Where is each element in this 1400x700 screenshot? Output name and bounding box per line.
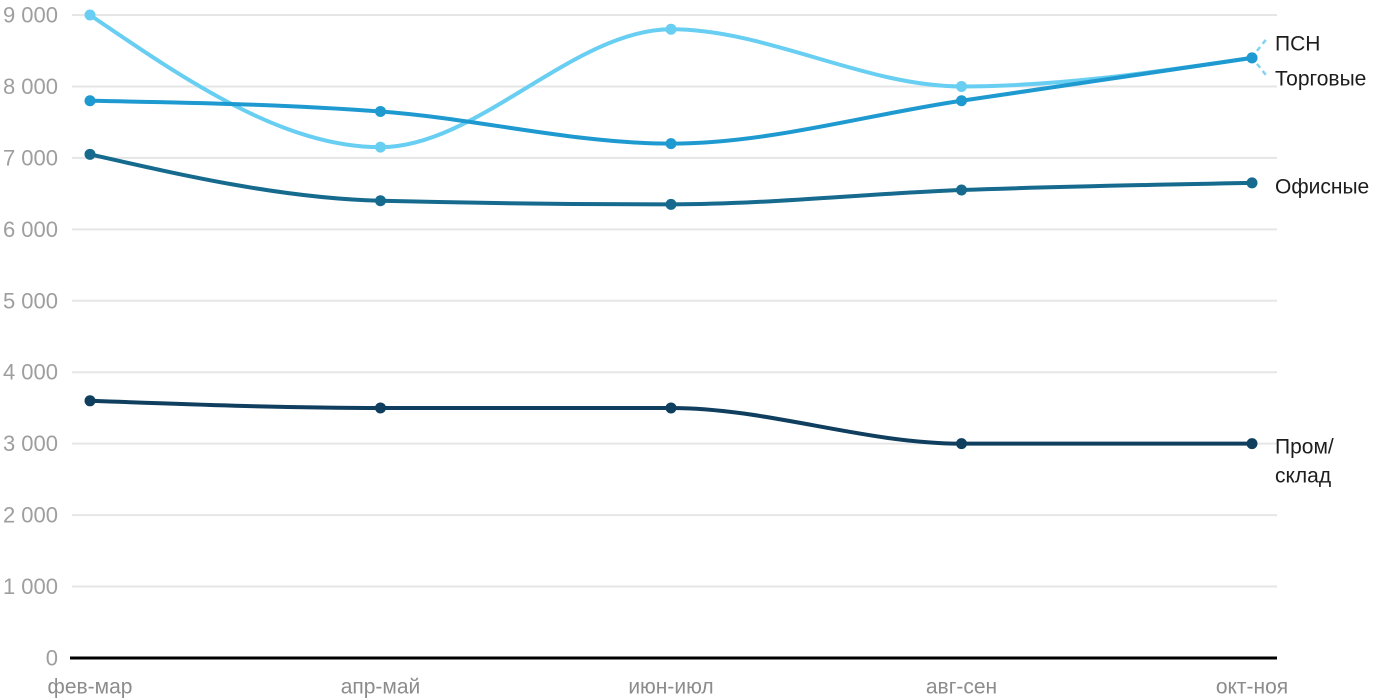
- y-axis-tick-label: 8 000: [3, 74, 58, 99]
- y-axis-tick-label: 7 000: [3, 145, 58, 170]
- data-point-marker[interactable]: [1246, 438, 1258, 450]
- data-point-marker[interactable]: [84, 95, 96, 107]
- x-axis-tick-label: окт-ноя: [1216, 676, 1288, 699]
- y-axis-tick-label: 6 000: [3, 217, 58, 242]
- data-point-marker[interactable]: [956, 80, 967, 92]
- data-point-marker[interactable]: [956, 438, 967, 450]
- data-point-marker[interactable]: [375, 402, 386, 414]
- y-axis-tick-label: 0: [46, 645, 58, 670]
- data-point-marker[interactable]: [665, 402, 677, 414]
- data-point-marker[interactable]: [956, 184, 967, 196]
- y-axis-tick-label: 4 000: [3, 360, 58, 385]
- x-axis-tick-label: июн-июл: [628, 676, 713, 699]
- x-axis-tick-label: авг-сен: [926, 676, 997, 699]
- series-end-label: Торговые: [1275, 68, 1366, 91]
- series-end-label: склад: [1275, 464, 1331, 487]
- y-axis-tick-label: 9 000: [3, 2, 58, 27]
- data-point-marker[interactable]: [375, 195, 386, 207]
- series-line-1: [88, 13, 1254, 150]
- x-axis-tick-label: апр-май: [341, 676, 421, 699]
- series-end-label: Офисные: [1275, 176, 1369, 199]
- data-point-marker[interactable]: [375, 141, 386, 153]
- series-line-2: [88, 55, 1254, 146]
- series-line-3: [88, 152, 1254, 207]
- data-point-marker[interactable]: [84, 148, 96, 160]
- y-axis-tick-label: 5 000: [3, 288, 58, 313]
- series-label-leader-line: [1256, 37, 1268, 52]
- x-axis-tick-label: фев-мар: [48, 676, 133, 699]
- data-point-marker[interactable]: [1246, 52, 1258, 64]
- data-point-marker[interactable]: [84, 9, 96, 21]
- data-point-marker[interactable]: [665, 23, 677, 35]
- data-point-marker[interactable]: [1246, 177, 1258, 189]
- series-end-label: ПСН: [1275, 33, 1320, 56]
- y-axis-tick-label: 3 000: [3, 431, 58, 456]
- series-end-label: Пром/: [1275, 435, 1334, 458]
- y-axis-tick-label: 2 000: [3, 503, 58, 528]
- data-point-marker[interactable]: [665, 138, 677, 150]
- series-label-leader-line: [1256, 63, 1268, 78]
- data-point-marker[interactable]: [84, 395, 96, 407]
- y-axis-tick-label: 1 000: [3, 574, 58, 599]
- data-point-marker[interactable]: [375, 105, 386, 117]
- data-point-marker[interactable]: [665, 198, 677, 210]
- data-point-marker[interactable]: [956, 95, 967, 107]
